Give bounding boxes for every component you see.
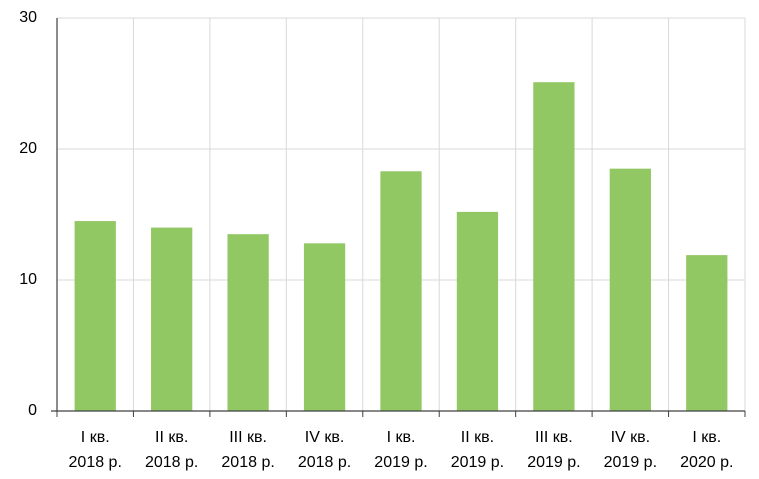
bar	[380, 171, 422, 411]
bar	[456, 211, 499, 411]
y-tick-label: 30	[19, 9, 37, 26]
x-tick-label: 2018 р.	[69, 454, 122, 471]
bar	[74, 221, 116, 411]
bar	[533, 82, 575, 411]
x-tick-label: I кв.	[387, 429, 416, 446]
x-tick-label: 2019 р.	[374, 454, 427, 471]
bar	[151, 227, 193, 411]
x-tick-label: 2018 р.	[145, 454, 198, 471]
bar	[227, 234, 269, 411]
bar	[303, 243, 346, 411]
y-tick-label: 10	[19, 271, 37, 288]
bar	[686, 255, 728, 411]
x-tick-label: 2018 р.	[298, 454, 351, 471]
x-tick-label: 2019 р.	[527, 454, 580, 471]
x-tick-label: II кв.	[461, 429, 494, 446]
x-tick-label: 2019 р.	[604, 454, 657, 471]
x-tick-label: II кв.	[155, 429, 188, 446]
x-tick-label: 2019 р.	[451, 454, 504, 471]
x-tick-label: III кв.	[535, 429, 573, 446]
y-tick-label: 0	[28, 402, 37, 419]
x-tick-label: IV кв.	[611, 429, 651, 446]
bar	[609, 168, 651, 411]
x-tick-label: I кв.	[81, 429, 110, 446]
x-tick-label: 2018 р.	[221, 454, 274, 471]
x-tick-label: IV кв.	[305, 429, 345, 446]
x-tick-label: 2020 р.	[680, 454, 733, 471]
y-tick-label: 20	[19, 140, 37, 157]
x-tick-label: I кв.	[692, 429, 721, 446]
x-tick-label: III кв.	[229, 429, 267, 446]
